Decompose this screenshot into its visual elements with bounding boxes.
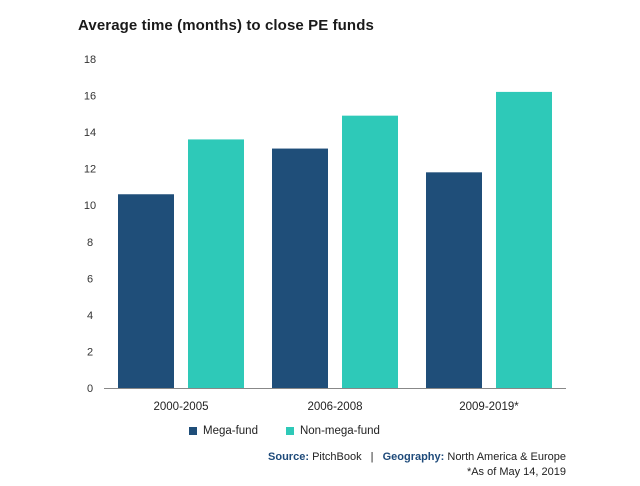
- geography-value: North America & Europe: [447, 451, 566, 463]
- y-tick-label-2: 4: [87, 310, 93, 322]
- legend-swatch-non-mega-fund: [285, 427, 294, 435]
- x-tick-label-2: 2009-2019*: [459, 401, 519, 413]
- bar-mega-fund-0: [118, 194, 174, 388]
- source-line: Source: PitchBook | Geography: North Ame…: [268, 450, 566, 465]
- y-tick-label-0: 0: [87, 383, 93, 395]
- legend-swatch-mega-fund: [189, 427, 197, 435]
- x-tick-label-0: 2000-2005: [154, 401, 209, 413]
- y-tick-label-7: 14: [84, 127, 96, 139]
- source-value: PitchBook: [312, 451, 362, 463]
- y-tick-label-4: 8: [87, 237, 93, 249]
- legend-item-non-mega-fund: Non-mega-fund: [285, 425, 380, 437]
- footnote: *As of May 14, 2019: [466, 466, 566, 478]
- y-tick-label-3: 6: [87, 273, 93, 285]
- chart-title: Average time (months) to close PE funds: [78, 17, 374, 34]
- legend: Mega-fund Non-mega-fund: [189, 425, 380, 437]
- legend-item-mega-fund: Mega-fund: [189, 425, 258, 437]
- y-tick-label-9: 18: [84, 54, 96, 66]
- y-tick-label-5: 10: [84, 200, 96, 212]
- legend-label-mega-fund: Mega-fund: [203, 425, 258, 437]
- bar-non-mega-fund-0: [188, 139, 244, 388]
- bar-non-mega-fund-2: [496, 91, 552, 389]
- bar-chart: 0 2 4 6 8 10 12 14 16 18 2000-2005 2006-2008 2009-20…: [84, 54, 566, 413]
- y-tick-label-6: 12: [84, 164, 96, 176]
- geography-label: Geography:: [382, 451, 445, 463]
- legend-label-non-mega-fund: Non-mega-fund: [299, 425, 380, 437]
- source-separator: |: [370, 451, 374, 463]
- y-tick-label-1: 2: [87, 346, 93, 358]
- y-tick-label-8: 16: [84, 91, 96, 103]
- bar-mega-fund-1: [272, 148, 328, 388]
- source-note: Source: PitchBook | Geography: North Ame…: [268, 450, 566, 480]
- x-tick-label-1: 2006-2008: [308, 401, 363, 413]
- bar-mega-fund-2: [426, 172, 482, 388]
- source-label: Source:: [268, 451, 309, 463]
- bar-non-mega-fund-1: [342, 115, 398, 389]
